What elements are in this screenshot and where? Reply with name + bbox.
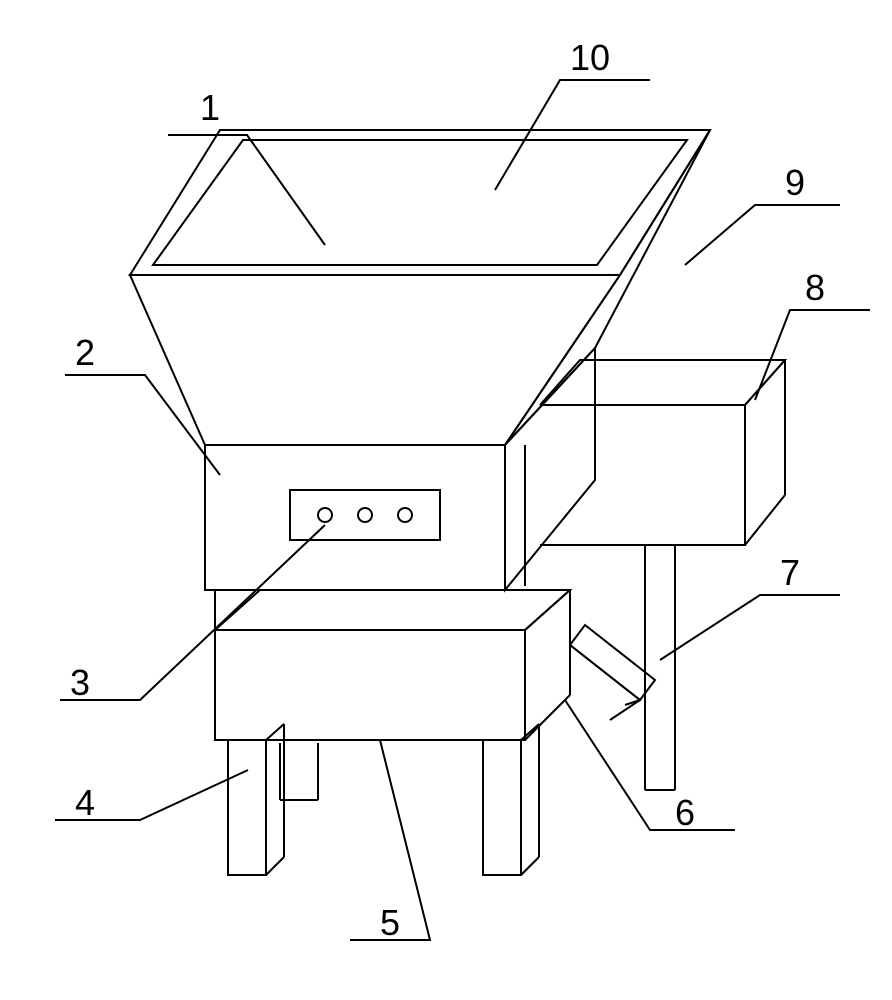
callout-label-2: 2 xyxy=(75,332,95,373)
callout-label-5: 5 xyxy=(380,902,400,943)
callout-label-3: 3 xyxy=(70,662,90,703)
callout-label-10: 10 xyxy=(570,37,610,78)
machine-drawing xyxy=(130,130,785,875)
diagram-svg: 10 1 9 8 2 7 3 6 4 5 xyxy=(0,0,892,1000)
callout-label-1: 1 xyxy=(200,87,220,128)
callout-layer: 10 1 9 8 2 7 3 6 4 5 xyxy=(55,37,870,943)
callout-label-9: 9 xyxy=(785,162,805,203)
callout-label-4: 4 xyxy=(75,782,95,823)
callout-label-7: 7 xyxy=(780,552,800,593)
callout-label-8: 8 xyxy=(805,267,825,308)
callout-label-6: 6 xyxy=(675,792,695,833)
